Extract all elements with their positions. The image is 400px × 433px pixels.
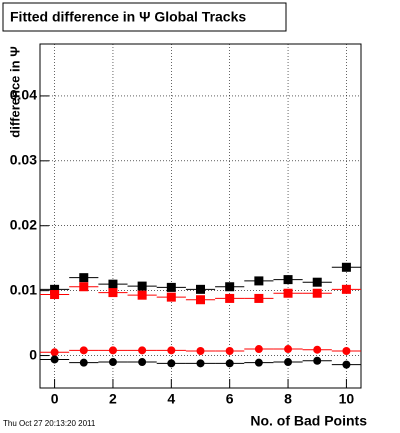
marker (79, 282, 89, 292)
marker (342, 347, 351, 356)
marker (225, 293, 235, 303)
marker (79, 346, 88, 355)
marker (79, 358, 88, 367)
marker (50, 355, 59, 364)
x-tick-label: 10 (339, 391, 355, 407)
marker (196, 347, 205, 356)
marker (254, 293, 264, 303)
marker (313, 345, 322, 354)
marker (254, 345, 263, 354)
marker (283, 275, 293, 285)
marker (341, 262, 351, 272)
marker (312, 277, 322, 287)
marker (108, 288, 118, 298)
marker (166, 292, 176, 302)
marker (137, 290, 147, 300)
marker (196, 284, 205, 294)
x-axis-label: No. of Bad Points (250, 413, 367, 429)
marker (225, 282, 235, 292)
plot-frame (39, 43, 362, 389)
marker (254, 276, 264, 286)
x-tick-label: 6 (226, 391, 234, 407)
y-tick-label: 0 (29, 346, 37, 362)
timestamp: Thu Oct 27 20:13:20 2011 (3, 419, 96, 428)
marker (284, 358, 293, 367)
marker (225, 347, 234, 356)
marker (137, 281, 147, 291)
marker (284, 345, 293, 354)
x-tick-label: 8 (284, 391, 292, 407)
marker (108, 358, 117, 367)
marker (167, 359, 176, 368)
marker (138, 346, 147, 355)
marker (167, 346, 176, 355)
marker (225, 359, 234, 368)
marker (108, 346, 117, 355)
marker (79, 273, 89, 283)
marker (312, 288, 322, 298)
marker (283, 288, 293, 298)
x-tick-label: 0 (51, 391, 59, 407)
marker (50, 290, 60, 300)
title-box (2, 2, 287, 32)
marker (196, 359, 205, 368)
marker (196, 295, 205, 305)
marker (341, 284, 351, 294)
marker (342, 360, 351, 369)
marker (313, 356, 322, 365)
y-tick-label: 0.03 (10, 152, 37, 168)
x-tick-label: 4 (167, 391, 175, 407)
marker (138, 358, 147, 367)
y-tick-label: 0.02 (10, 216, 37, 232)
y-tick-label: 0.04 (10, 87, 37, 103)
marker (166, 282, 176, 292)
marker (254, 358, 263, 367)
x-tick-label: 2 (109, 391, 117, 407)
chart-title: Fitted difference in Ψ Global Tracks (10, 9, 246, 25)
marker (50, 348, 59, 357)
y-tick-label: 0.01 (10, 281, 37, 297)
y-axis-label: difference in Ψ (7, 46, 22, 137)
marker (50, 284, 60, 294)
marker (108, 279, 118, 289)
